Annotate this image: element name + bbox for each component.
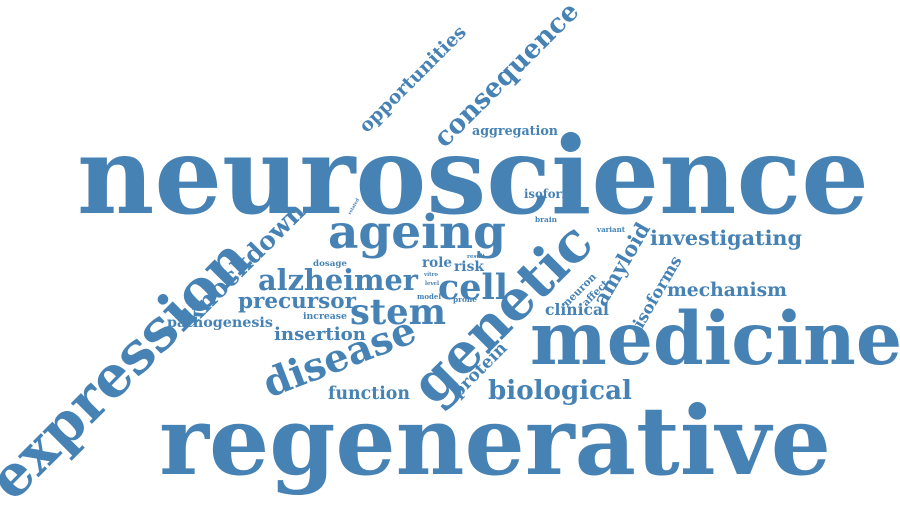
word-investigating: investigating xyxy=(650,225,802,250)
word-level: level xyxy=(425,281,440,288)
word-neuroscience: neuroscience xyxy=(77,113,869,239)
word-isoform: isoform xyxy=(524,187,574,202)
word-mechanism: mechanism xyxy=(667,278,787,301)
word-model: model xyxy=(417,291,441,301)
word-increase: increase xyxy=(303,311,347,323)
word-biological: biological xyxy=(488,374,632,406)
word-vitro: vitro xyxy=(424,272,438,279)
word-function: function xyxy=(328,384,410,405)
word-alzheimer: alzheimer xyxy=(258,262,418,297)
word-ageing: ageing xyxy=(328,204,506,260)
word-precursor: precursor xyxy=(238,289,356,315)
word-role: role xyxy=(422,255,452,272)
word-dosage: dosage xyxy=(313,258,347,269)
word-aggregation: aggregation xyxy=(472,122,558,138)
word-cell: cell xyxy=(438,266,508,308)
word-risk: risk xyxy=(454,259,484,276)
word-insertion: insertion xyxy=(274,323,366,345)
word-clinical: clinical xyxy=(545,300,609,320)
word-medicine: medicine xyxy=(530,296,900,382)
word-result: result xyxy=(467,254,485,261)
word-variant: variant xyxy=(597,224,625,234)
word-regenerative: regenerative xyxy=(159,385,831,497)
word-brain: brain xyxy=(535,215,557,225)
word-stem: stem xyxy=(350,292,446,334)
word-prone: prone xyxy=(453,295,477,305)
word-pathogenesis: pathogenesis xyxy=(167,314,273,331)
